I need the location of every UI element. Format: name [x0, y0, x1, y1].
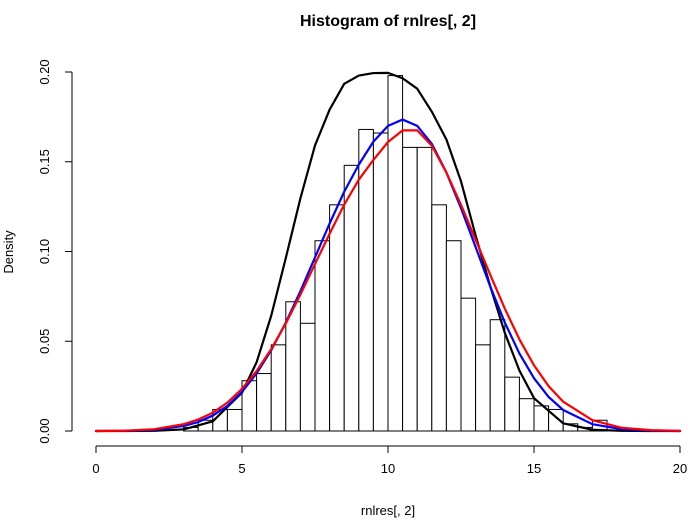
histogram-bar — [329, 204, 345, 432]
density-curve — [94, 118, 682, 433]
histogram-bar — [460, 297, 477, 432]
y-tick-label: 0.10 — [37, 239, 52, 264]
density-curves — [94, 71, 682, 433]
histogram-bar — [270, 344, 287, 432]
y-tick-label: 0.15 — [37, 149, 52, 174]
x-axis: 0 5 10 15 20 — [92, 445, 687, 476]
x-tick-label: 15 — [527, 461, 541, 476]
histogram-bar — [372, 132, 389, 432]
y-axis: 0.00 0.05 0.10 0.15 0.20 — [37, 59, 73, 444]
histogram-bar — [518, 398, 535, 432]
histogram-bar — [358, 128, 374, 432]
histogram-bar — [387, 75, 404, 432]
histogram-bar — [299, 322, 316, 432]
x-tick-label: 0 — [92, 461, 99, 476]
histogram-bar — [343, 164, 360, 432]
chart-title: Histogram of rnlres[, 2] — [300, 13, 476, 30]
y-tick-label: 0.05 — [37, 329, 52, 354]
histogram-bar — [431, 204, 447, 432]
histogram-bar — [489, 319, 506, 432]
y-axis-label: Density — [1, 230, 16, 274]
x-tick-label: 5 — [238, 461, 245, 476]
histogram-bar — [445, 240, 462, 432]
density-curve — [94, 129, 682, 433]
histogram-bar — [504, 376, 520, 432]
histogram-bar — [226, 408, 243, 432]
histogram-bars — [183, 75, 608, 432]
histogram-bar — [314, 240, 331, 432]
histogram-bar — [256, 373, 272, 432]
x-axis-label: rnlres[, 2] — [361, 503, 415, 518]
histogram-bar — [402, 146, 418, 432]
histogram-bar — [475, 344, 491, 432]
x-tick-label: 10 — [381, 461, 395, 476]
y-tick-label: 0.20 — [37, 59, 52, 84]
x-tick-label: 20 — [673, 461, 687, 476]
y-tick-label: 0.00 — [37, 418, 52, 443]
histogram-bar — [416, 146, 433, 432]
